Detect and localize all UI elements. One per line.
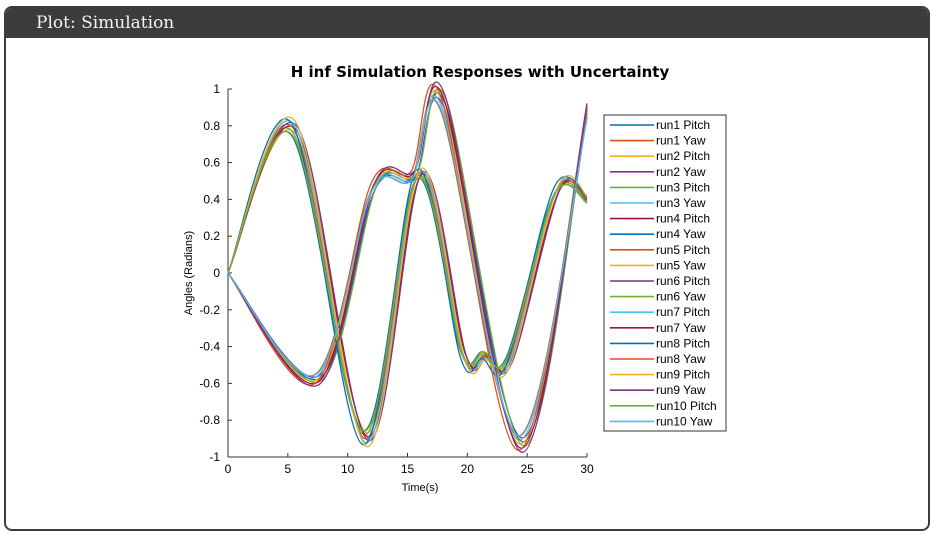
y-tick-label: 0.2 <box>203 229 220 243</box>
y-axis-label: Angles (Radians) <box>183 231 195 315</box>
y-tick-label: 0.8 <box>203 119 220 133</box>
legend-label: run5 Pitch <box>656 243 710 257</box>
series-line-run8-yaw <box>227 83 588 451</box>
x-tick-label: 25 <box>520 462 534 476</box>
series-line-run6-pitch <box>227 121 588 442</box>
legend-label: run9 Pitch <box>656 368 710 382</box>
y-tick-label: -0.6 <box>199 376 220 390</box>
legend-label: run10 Yaw <box>656 414 713 428</box>
legend-label: run2 Pitch <box>656 149 710 163</box>
y-tick-label: 0 <box>213 266 220 280</box>
legend-label: run7 Yaw <box>656 321 706 335</box>
legend-label: run2 Yaw <box>656 165 706 179</box>
y-tick-label: -0.4 <box>199 340 220 354</box>
legend-label: run5 Yaw <box>656 258 706 272</box>
y-tick-label: 0.4 <box>203 192 220 206</box>
series-line-run7-pitch <box>227 120 588 444</box>
legend-label: run1 Yaw <box>656 134 706 148</box>
x-tick-label: 20 <box>461 462 475 476</box>
legend-label: run4 Pitch <box>656 212 710 226</box>
x-tick-label: 30 <box>580 462 594 476</box>
legend-label: run8 Yaw <box>656 352 706 366</box>
y-tick-label: 1 <box>213 82 220 96</box>
chart-title: H inf Simulation Responses with Uncertai… <box>291 63 670 81</box>
plot-window: Plot: Simulation <box>4 6 930 531</box>
legend-box <box>603 114 727 432</box>
series-line-run10-yaw <box>227 99 588 437</box>
x-axis-label: Time(s) <box>402 482 439 494</box>
legend-label: run9 Yaw <box>656 383 706 397</box>
x-tick-label: 0 <box>225 462 232 476</box>
y-tick-label: -1 <box>209 450 220 464</box>
window-title: Plot: Simulation <box>6 8 928 38</box>
x-tick-label: 10 <box>341 462 355 476</box>
legend-label: run3 Yaw <box>656 196 706 210</box>
series-line-run5-pitch <box>227 123 588 440</box>
y-tick-label: -0.2 <box>199 303 220 317</box>
legend-label: run8 Pitch <box>656 336 710 350</box>
legend-label: run7 Pitch <box>656 305 710 319</box>
legend-label: run10 Pitch <box>656 399 717 413</box>
x-tick-label: 15 <box>401 462 415 476</box>
x-tick-label: 5 <box>284 462 291 476</box>
y-tick-label: 0.6 <box>203 156 220 170</box>
legend-label: run6 Yaw <box>656 290 706 304</box>
series-line-run10-pitch <box>227 130 588 432</box>
series-line-run9-pitch <box>227 116 588 448</box>
legend-label: run3 Pitch <box>656 180 710 194</box>
series-line-run4-pitch <box>227 125 588 438</box>
y-tick-label: -0.8 <box>199 413 220 427</box>
legend-label: run6 Pitch <box>656 274 710 288</box>
legend-label: run1 Pitch <box>656 118 710 132</box>
legend-label: run4 Yaw <box>656 227 706 241</box>
